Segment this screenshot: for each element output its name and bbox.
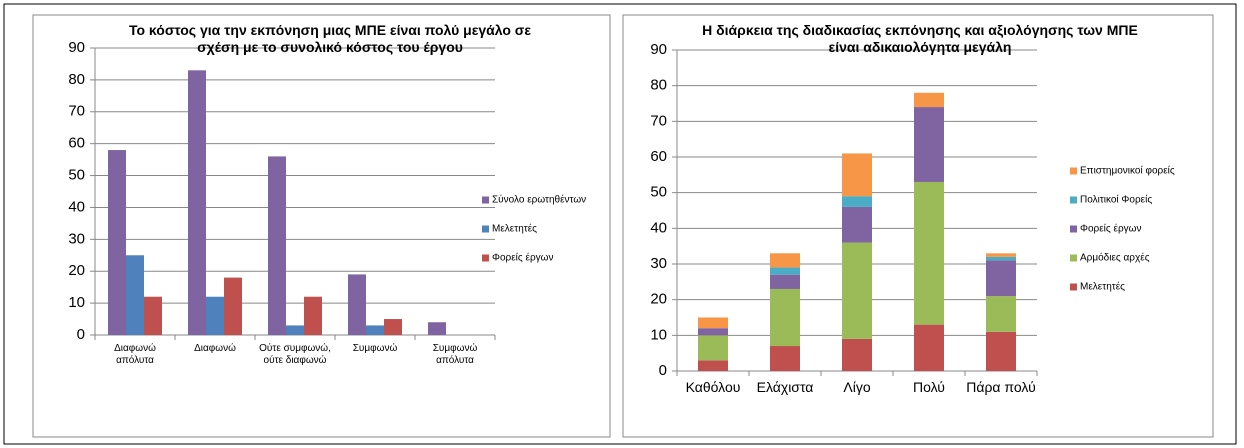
y-tick-label: 0 [77, 326, 85, 343]
bar-segment [914, 324, 944, 371]
legend-swatch [482, 196, 489, 204]
y-tick-label: 30 [68, 230, 85, 247]
bar-segment [986, 253, 1016, 257]
bar [108, 150, 126, 335]
legend-label: Φορείς έργων [1080, 223, 1141, 235]
bar-segment [842, 196, 872, 207]
legend-swatch [1070, 167, 1077, 175]
legend-swatch [1070, 225, 1077, 233]
legend-label: Επιστημονικοί φορείς [1080, 165, 1175, 177]
bar [126, 255, 144, 335]
bar-segment [842, 242, 872, 339]
y-tick-label: 70 [650, 112, 667, 129]
bar-segment [986, 331, 1016, 371]
bar [286, 325, 304, 335]
bar-segment [842, 206, 872, 243]
x-tick-label: Πάρα πολύ [966, 379, 1036, 395]
y-tick-label: 0 [659, 362, 667, 379]
bar [224, 277, 242, 335]
y-tick-label: 10 [650, 326, 667, 343]
y-tick-label: 50 [650, 184, 667, 201]
legend-label: Σύνολο ερωτηθέντων [492, 194, 586, 206]
y-tick-label: 90 [650, 41, 667, 58]
bar [144, 296, 162, 335]
bar-segment [698, 317, 728, 329]
y-tick-label: 30 [650, 255, 667, 272]
y-tick-label: 50 [68, 167, 85, 184]
bar-segment [770, 274, 800, 289]
bar [348, 274, 366, 335]
bar-segment [986, 296, 1016, 332]
y-tick-label: 80 [68, 71, 85, 88]
bar-segment [770, 253, 800, 268]
legend-swatch [1070, 283, 1077, 291]
bar-segment [914, 181, 944, 325]
chart-frame [32, 14, 611, 438]
bar [428, 322, 446, 335]
bar [304, 296, 322, 335]
bar-segment [986, 256, 1016, 261]
x-tick-label: Πολύ [913, 379, 945, 395]
legend-swatch [482, 254, 489, 262]
legend-swatch [1070, 196, 1077, 204]
y-tick-label: 90 [68, 39, 85, 56]
y-tick-label: 60 [650, 148, 667, 165]
legend-label: Μελετητές [492, 223, 537, 235]
x-tick-label: Διαφωνώ απόλυτα [114, 343, 156, 366]
x-tick-label: Ελάχιστα [756, 379, 814, 395]
chart-title: Το κόστος για την εκπόνηση μιας ΜΠΕ είνα… [128, 22, 532, 55]
legend-swatch [482, 225, 489, 233]
x-tick-label: Συμφωνώ απόλυτα [432, 343, 478, 366]
bar-segment [986, 260, 1016, 297]
y-tick-label: 40 [68, 198, 85, 215]
bar [268, 156, 286, 335]
x-tick-label: Συμφωνώ [352, 343, 398, 354]
y-tick-label: 20 [68, 262, 85, 279]
bar-segment [842, 338, 872, 371]
bar [188, 70, 206, 336]
y-tick-label: 40 [650, 219, 667, 236]
chart-title: Η διάρκεια της διαδικασίας εκπόνησης και… [702, 22, 1138, 55]
bar [206, 296, 224, 335]
y-tick-label: 70 [68, 103, 85, 120]
bar [366, 325, 384, 335]
bar-segment [698, 335, 728, 361]
bar-segment [770, 267, 800, 275]
legend-label: Αρμόδιες αρχές [1080, 252, 1150, 264]
bar-segment [770, 346, 800, 371]
bar [384, 319, 402, 335]
legend-swatch [1070, 254, 1077, 262]
bar-segment [914, 107, 944, 182]
y-tick-label: 10 [68, 294, 85, 311]
x-tick-label: Λίγο [843, 379, 871, 395]
y-tick-label: 20 [650, 291, 667, 308]
x-tick-label: Καθόλου [685, 379, 741, 395]
x-tick-label: Διαφωνώ [194, 343, 236, 354]
legend-label: Πολιτικοί Φορείς [1080, 194, 1152, 206]
bar-segment [698, 360, 728, 371]
x-tick-label: Ούτε συμφωνώ, ούτε διαφωνώ [259, 343, 331, 366]
y-tick-label: 60 [68, 135, 85, 152]
legend-label: Μελετητές [1080, 281, 1125, 293]
bar-segment [914, 92, 944, 108]
bar-segment [842, 153, 872, 197]
y-tick-label: 80 [650, 77, 667, 94]
bar-segment [770, 288, 800, 347]
legend-label: Φορείς έργων [492, 252, 553, 264]
outer-frame [3, 3, 1237, 445]
bar-segment [698, 328, 728, 336]
